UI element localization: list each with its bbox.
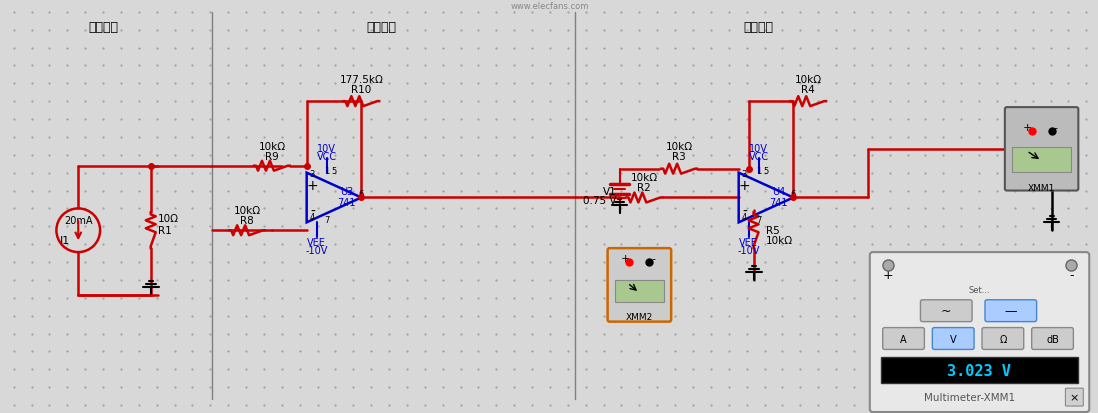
Bar (615, 280, 664, 302)
FancyBboxPatch shape (883, 328, 925, 349)
Text: 1: 1 (325, 166, 329, 175)
Text: R1: R1 (158, 226, 171, 236)
Text: -: - (311, 204, 315, 218)
Text: ~: ~ (941, 304, 952, 318)
Text: Multimeter-XMM1: Multimeter-XMM1 (923, 392, 1015, 402)
Text: 放大电路: 放大电路 (366, 21, 396, 34)
Text: 1: 1 (757, 166, 762, 175)
Text: R5: R5 (765, 226, 780, 236)
Text: U3: U3 (339, 186, 354, 196)
Text: +: + (883, 269, 893, 282)
Text: 741: 741 (337, 198, 356, 208)
FancyBboxPatch shape (870, 252, 1089, 412)
Text: VEE: VEE (739, 237, 758, 247)
Text: ×: × (1069, 392, 1079, 402)
FancyBboxPatch shape (985, 300, 1037, 322)
Text: 7: 7 (325, 216, 329, 225)
Text: dB: dB (1046, 334, 1058, 344)
FancyBboxPatch shape (920, 300, 972, 322)
Text: R10: R10 (351, 85, 371, 95)
FancyBboxPatch shape (1065, 388, 1084, 406)
Text: V1: V1 (603, 186, 617, 196)
Text: 4: 4 (310, 213, 315, 222)
Text: 10kΩ: 10kΩ (630, 172, 658, 182)
Text: 5: 5 (763, 166, 769, 175)
Text: +: + (306, 178, 318, 192)
Text: R9: R9 (265, 152, 279, 161)
Text: R2: R2 (638, 182, 651, 192)
FancyBboxPatch shape (1005, 108, 1078, 191)
Text: 10kΩ: 10kΩ (258, 142, 285, 152)
FancyBboxPatch shape (1032, 328, 1074, 349)
Text: 7: 7 (757, 216, 762, 225)
Text: 10kΩ: 10kΩ (765, 236, 793, 246)
Text: 10kΩ: 10kΩ (665, 142, 693, 152)
Text: R4: R4 (802, 85, 815, 95)
Text: VCC: VCC (316, 152, 337, 161)
Text: R3: R3 (672, 152, 686, 161)
Text: Ω: Ω (999, 334, 1007, 344)
FancyBboxPatch shape (982, 328, 1023, 349)
Text: A: A (900, 334, 907, 344)
FancyBboxPatch shape (607, 249, 671, 322)
Text: V: V (950, 334, 956, 344)
Text: +: + (620, 254, 630, 263)
Text: 4: 4 (741, 213, 747, 222)
Bar (1011, 147, 1072, 172)
Text: -10V: -10V (738, 245, 760, 256)
Text: —: — (1005, 304, 1017, 318)
Text: 741: 741 (770, 198, 787, 208)
Bar (881, 358, 1078, 383)
Text: VEE: VEE (307, 237, 326, 247)
Text: -: - (1069, 269, 1074, 282)
Text: 10V: 10V (317, 144, 336, 154)
Text: XMM2: XMM2 (626, 312, 653, 321)
Text: VCC: VCC (749, 152, 769, 161)
Text: 减法电路: 减法电路 (743, 21, 774, 34)
Text: -: - (742, 204, 747, 218)
Text: 3.023 V: 3.023 V (948, 363, 1011, 378)
FancyBboxPatch shape (932, 328, 974, 349)
Text: 3: 3 (741, 169, 747, 178)
Text: R8: R8 (240, 216, 254, 226)
Text: -: - (1053, 123, 1057, 133)
Text: 10kΩ: 10kΩ (795, 75, 821, 85)
Text: -10V: -10V (305, 245, 328, 256)
Text: 20mA: 20mA (64, 216, 92, 226)
Bar (875, 387, 1085, 407)
Text: I1: I1 (60, 236, 70, 246)
Text: U4: U4 (772, 186, 785, 196)
Text: 5: 5 (332, 166, 337, 175)
Text: +: + (1023, 123, 1032, 133)
Text: -: - (651, 254, 656, 263)
Text: 10kΩ: 10kΩ (234, 206, 260, 216)
Text: 0.75 V: 0.75 V (583, 196, 617, 206)
Text: XMM1: XMM1 (1028, 183, 1055, 192)
Text: Set...: Set... (968, 286, 989, 294)
Text: www.elecfans.com: www.elecfans.com (511, 2, 590, 11)
Text: 10V: 10V (749, 144, 768, 154)
Text: 6: 6 (358, 189, 363, 198)
Text: 177.5kΩ: 177.5kΩ (339, 75, 383, 85)
Text: 6: 6 (791, 189, 796, 198)
Text: 取样电路: 取样电路 (88, 21, 119, 34)
Text: 3: 3 (310, 169, 315, 178)
Text: 10Ω: 10Ω (158, 214, 179, 224)
Text: +: + (739, 178, 750, 192)
